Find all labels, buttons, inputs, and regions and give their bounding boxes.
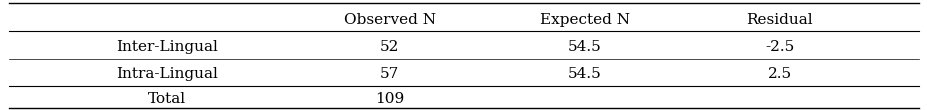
Text: 54.5: 54.5 (567, 67, 601, 81)
Text: 52: 52 (380, 40, 399, 54)
Text: Residual: Residual (745, 13, 812, 27)
Text: 2.5: 2.5 (767, 67, 791, 81)
Text: 57: 57 (380, 67, 399, 81)
Text: Intra-Lingual: Intra-Lingual (116, 67, 218, 81)
Text: -2.5: -2.5 (764, 40, 794, 54)
Text: 54.5: 54.5 (567, 40, 601, 54)
Text: Inter-Lingual: Inter-Lingual (116, 40, 218, 54)
Text: 109: 109 (375, 92, 404, 106)
Text: Total: Total (147, 92, 186, 106)
Text: Expected N: Expected N (540, 13, 629, 27)
Text: Observed N: Observed N (343, 13, 436, 27)
